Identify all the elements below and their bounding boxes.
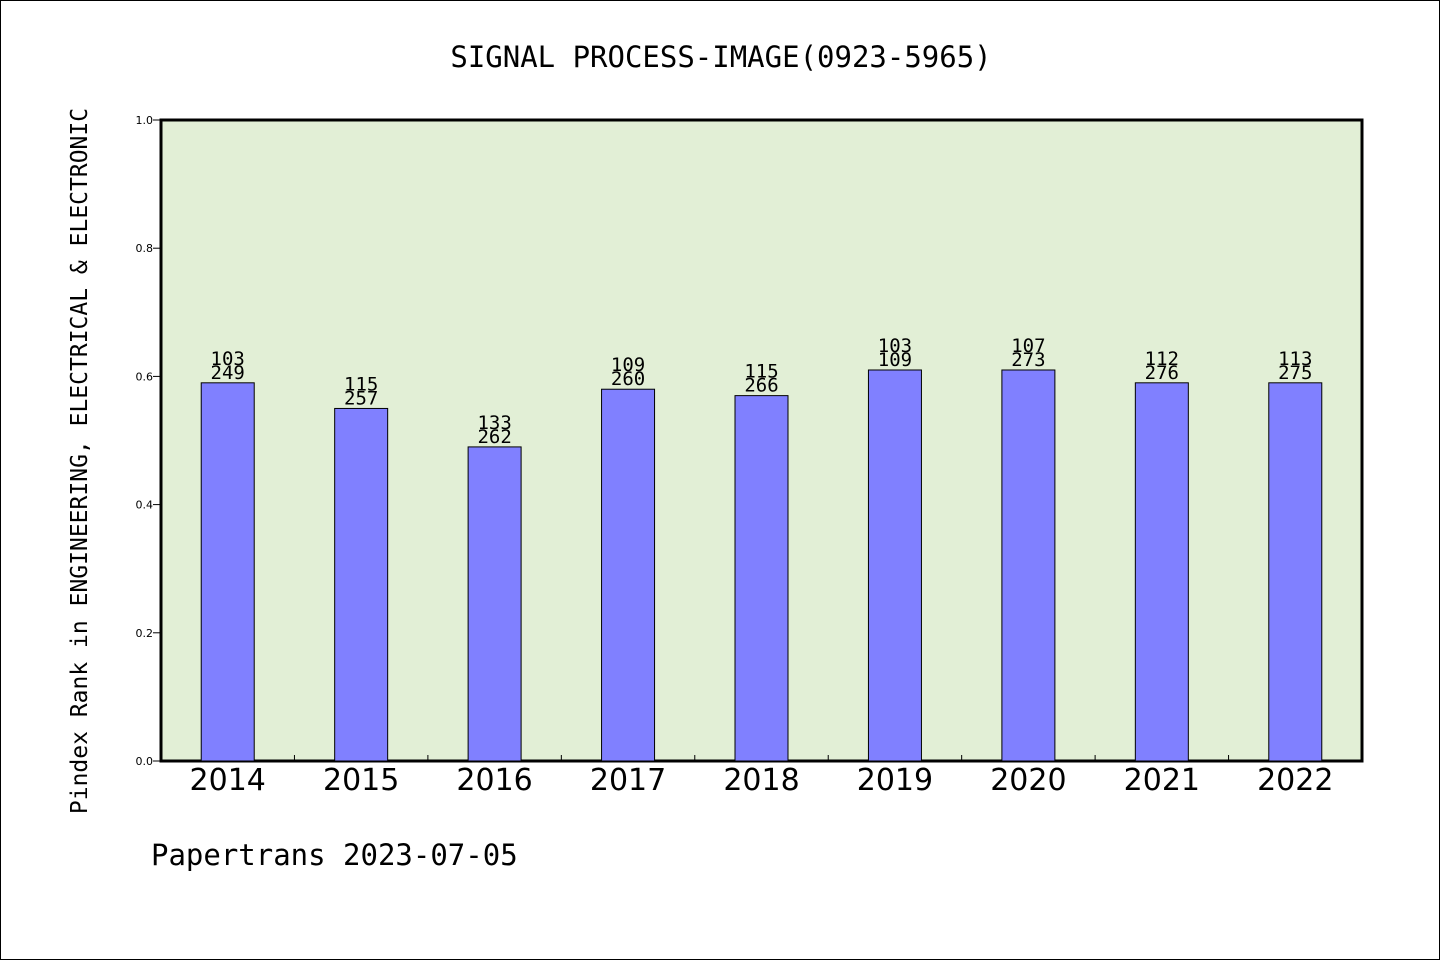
bar-label-top: 115 (744, 361, 778, 383)
x-tick-label: 2022 (1257, 763, 1333, 798)
bar-2014 (200, 382, 255, 762)
bar-label-bottom: 262 (477, 426, 511, 448)
bar-2020 (1001, 369, 1056, 762)
bar-label-top: 115 (344, 373, 378, 395)
bar-2015 (334, 407, 389, 762)
bar-2022 (1268, 382, 1323, 762)
bar-label-bottom: 276 (1145, 362, 1179, 384)
y-tick-label: 0.4 (136, 499, 154, 512)
y-tick-label: 0.0 (136, 755, 154, 768)
bar-label-bottom: 249 (211, 362, 245, 384)
bar-label-bottom: 109 (878, 349, 912, 371)
bar-label-top: 113 (1278, 348, 1312, 370)
y-tick-label: 0.2 (136, 627, 154, 640)
bar-label-top: 103 (211, 348, 245, 370)
bar-label-top: 112 (1145, 348, 1179, 370)
x-tick-label: 2015 (323, 763, 399, 798)
y-axis-label: Pindex Rank in ENGINEERING, ELECTRICAL &… (67, 108, 93, 814)
footer-credit: Papertrans 2023-07-05 (151, 838, 518, 872)
x-tick-label: 2014 (190, 763, 266, 798)
bar-2018 (734, 395, 789, 762)
bars: 2491032571152621332601092661151091032731… (200, 335, 1323, 762)
bar-label-top: 109 (611, 354, 645, 376)
bar-label-bottom: 275 (1278, 362, 1312, 384)
x-tick-label: 2016 (456, 763, 532, 798)
x-tick-label: 2018 (723, 763, 799, 798)
x-tick-label: 2017 (590, 763, 666, 798)
x-tick-label: 2019 (857, 763, 933, 798)
bar-2016 (467, 446, 522, 762)
x-tick-label: 2020 (990, 763, 1066, 798)
bar-label-top: 133 (477, 412, 511, 434)
bar-label-bottom: 257 (344, 387, 378, 409)
y-tick-label: 1.0 (136, 114, 154, 127)
bar-label-bottom: 266 (744, 375, 778, 397)
bar-label-top: 107 (1011, 335, 1045, 357)
bar-2019 (867, 369, 922, 762)
bar-2021 (1134, 382, 1189, 762)
y-tick-label: 0.6 (136, 370, 154, 383)
chart-title: SIGNAL PROCESS-IMAGE(0923-5965) (450, 40, 991, 74)
bar-label-bottom: 260 (611, 368, 645, 390)
bar-label-top: 103 (878, 335, 912, 357)
bar-2017 (601, 388, 656, 762)
x-axis: 2014 2015 2016 2017 2018 2019 2020 2021 2022 (190, 755, 1333, 798)
y-axis: 0.0 0.2 0.4 0.6 0.8 1.0 (136, 114, 161, 768)
x-tick-label: 2021 (1124, 763, 1200, 798)
y-tick-label: 0.8 (136, 242, 154, 255)
bar-label-bottom: 273 (1011, 349, 1045, 371)
